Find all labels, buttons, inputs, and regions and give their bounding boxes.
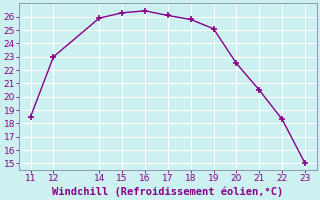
X-axis label: Windchill (Refroidissement éolien,°C): Windchill (Refroidissement éolien,°C) [52, 186, 284, 197]
